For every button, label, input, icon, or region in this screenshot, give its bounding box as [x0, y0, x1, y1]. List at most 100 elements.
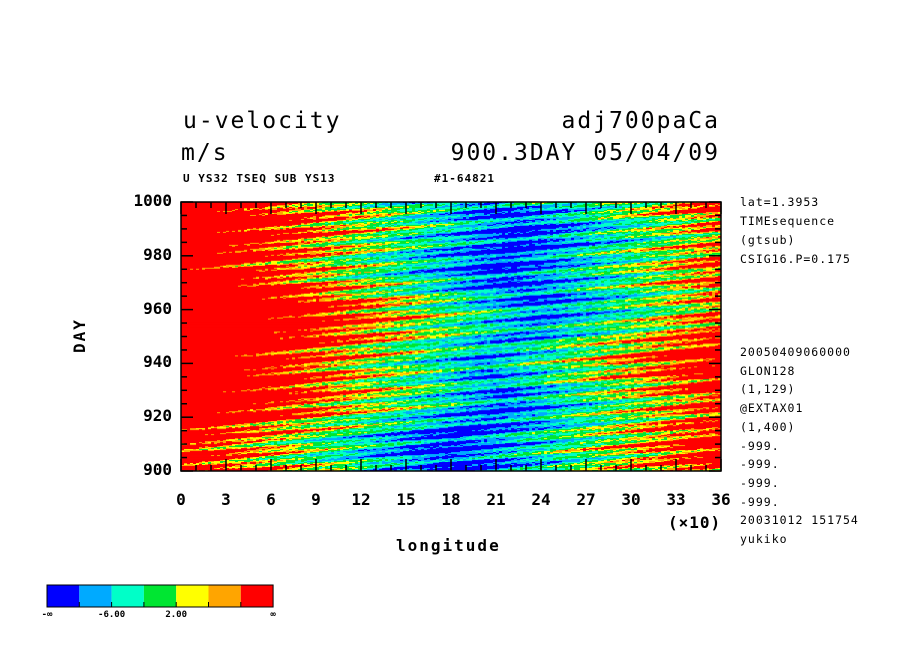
heatmap-cell [607, 230, 620, 233]
heatmap-cell [382, 231, 389, 234]
heatmap-cell [454, 218, 479, 221]
heatmap-cell [349, 240, 353, 243]
heatmap-cell [307, 229, 314, 232]
heatmap-cell [232, 209, 236, 212]
heatmap-cell [535, 203, 539, 206]
heatmap-cell [277, 204, 290, 207]
heatmap-cell [436, 206, 446, 209]
heatmap-cell [493, 235, 533, 238]
heatmap-cell [622, 229, 626, 232]
heatmap-cell [379, 203, 383, 205]
heatmap-cell [595, 228, 599, 231]
heatmap-cell [436, 232, 452, 235]
heatmap-cell [436, 239, 443, 242]
heatmap-cell [559, 234, 572, 237]
heatmap-cell [349, 203, 356, 205]
heatmap-cell [433, 217, 437, 220]
heatmap-cell [370, 237, 374, 240]
heatmap-cell [685, 221, 689, 224]
heatmap-cell [328, 229, 341, 232]
heatmap-cell [406, 222, 419, 225]
heatmap-cell [451, 229, 473, 232]
heatmap-cell [376, 226, 383, 229]
heatmap-cell [628, 226, 644, 229]
heatmap-cell [361, 239, 368, 242]
heatmap-cell [358, 232, 362, 235]
heatmap-cell [442, 238, 455, 241]
heatmap-cell [265, 241, 272, 244]
heatmap-cell [694, 217, 698, 220]
heatmap-cell [334, 225, 341, 228]
heatmap-cell [706, 236, 710, 239]
heatmap-cell [334, 228, 338, 231]
heatmap-cell [364, 225, 368, 228]
heatmap-cell [556, 215, 575, 218]
heatmap-cell [472, 215, 476, 218]
heatmap-cell [472, 226, 476, 229]
heatmap-cell [313, 208, 317, 211]
heatmap-cell [325, 227, 332, 230]
heatmap-cell [325, 229, 329, 232]
heatmap-cell [610, 233, 614, 236]
heatmap-cell [391, 203, 413, 205]
heatmap-cell [382, 223, 389, 226]
heatmap-cell [364, 220, 377, 223]
heatmap-cell [424, 204, 434, 207]
heatmap-cell [181, 229, 239, 232]
heatmap-cell [493, 227, 500, 230]
heatmap-cell [481, 220, 491, 223]
heatmap-cell [442, 234, 446, 237]
heatmap-cell [571, 234, 578, 237]
heatmap-cell [523, 218, 530, 221]
heatmap-cell [343, 250, 347, 253]
heatmap-cell [337, 210, 341, 213]
heatmap-cell [670, 214, 686, 217]
heatmap-cell [691, 227, 698, 230]
heatmap-cell [496, 222, 503, 225]
heatmap-cell [670, 236, 674, 239]
heatmap-cell [649, 206, 653, 209]
heatmap-cell [541, 228, 557, 231]
heatmap-cell [478, 214, 491, 217]
heatmap-cell [298, 231, 302, 234]
heatmap-cell [586, 225, 590, 228]
heatmap-cell [481, 221, 485, 224]
heatmap-cell [691, 215, 695, 218]
heatmap-cell [367, 234, 383, 237]
heatmap-cell [571, 237, 575, 240]
heatmap-cell [334, 230, 374, 233]
heatmap-cell [409, 221, 413, 224]
heatmap-cell [496, 247, 503, 250]
heatmap-cell [622, 230, 629, 233]
heatmap-cell [499, 203, 506, 206]
heatmap-cell [181, 241, 266, 244]
heatmap-cell [307, 230, 311, 233]
heatmap-cell [568, 225, 572, 228]
heatmap-cell [604, 233, 608, 236]
heatmap-cell [598, 207, 602, 210]
heatmap-cell [508, 216, 512, 219]
heatmap-cell [283, 211, 290, 214]
heatmap-cell [472, 213, 485, 216]
heatmap-cell [631, 223, 638, 226]
heatmap-cell [595, 214, 608, 217]
heatmap-cell [592, 209, 605, 212]
heatmap-cell [499, 204, 503, 207]
heatmap-cell [463, 209, 467, 212]
heatmap-cell [460, 240, 467, 243]
heatmap-cell [463, 221, 467, 224]
heatmap-cell [718, 216, 722, 219]
heatmap-cell [400, 233, 410, 236]
heatmap-cell [592, 219, 596, 222]
heatmap-cell [709, 247, 713, 250]
heatmap-cell [406, 245, 413, 248]
heatmap-cell [718, 231, 722, 234]
heatmap-cell [685, 232, 689, 235]
heatmap-cell [316, 217, 320, 220]
heatmap-cell [502, 246, 506, 249]
heatmap-cell [445, 206, 461, 209]
heatmap-cell [472, 204, 488, 207]
heatmap-cell [622, 240, 626, 243]
heatmap-cell [688, 219, 695, 222]
heatmap-cell [580, 217, 599, 220]
